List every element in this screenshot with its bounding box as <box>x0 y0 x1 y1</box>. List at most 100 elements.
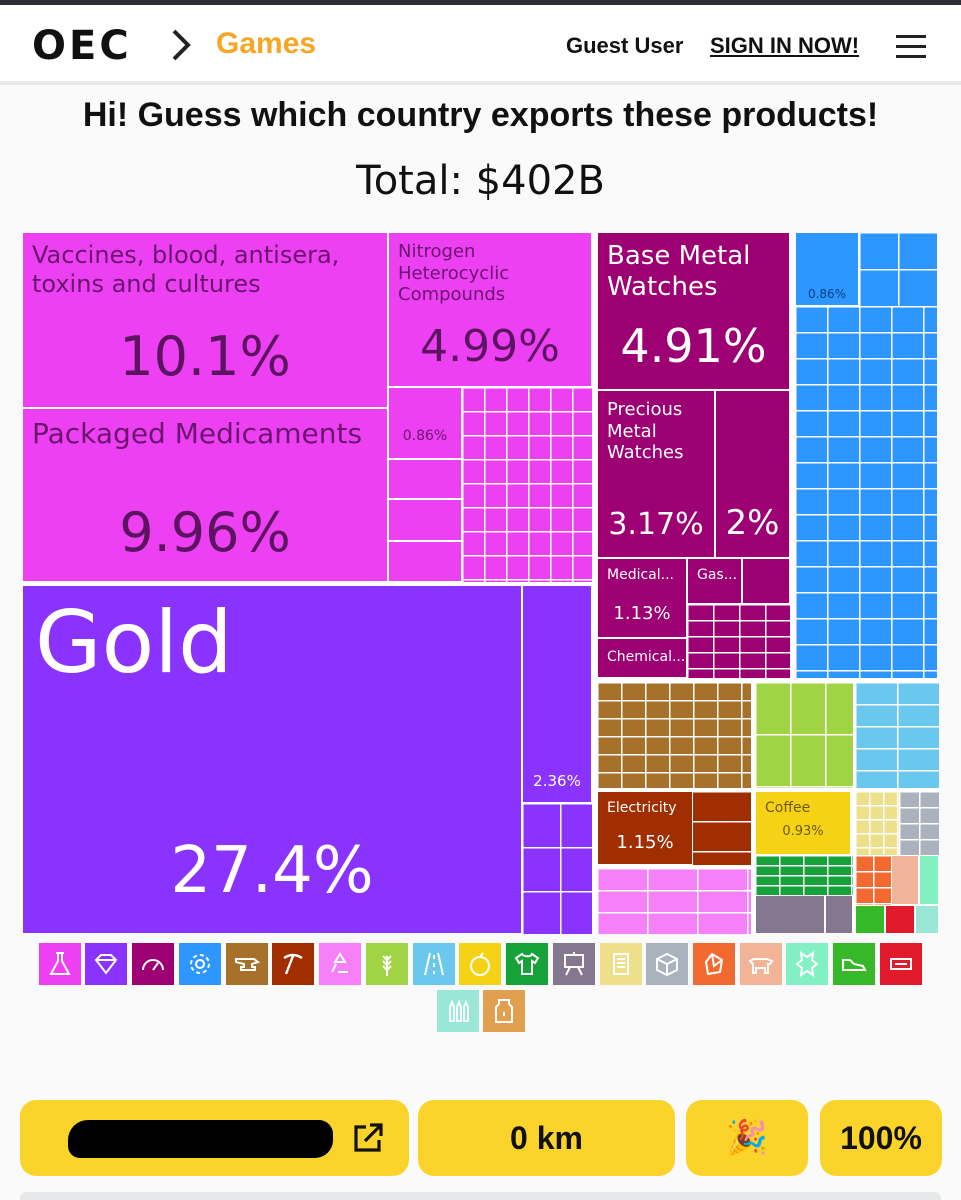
scroll-icon <box>613 953 629 975</box>
instr-grid <box>687 604 790 678</box>
metals-grid <box>597 682 751 788</box>
anvil-icon <box>235 958 261 971</box>
tile-packaged-medicaments[interactable]: Packaged Medicaments 9.96% <box>22 408 388 582</box>
textile-roll-icon <box>890 958 912 970</box>
misc-grid-a <box>899 791 939 855</box>
tile-electricity[interactable]: Electricity 1.15% <box>597 791 693 865</box>
textiles-grid <box>755 855 853 895</box>
minerals-grid <box>693 791 751 865</box>
shirt-icon <box>514 952 540 975</box>
minerals-legend[interactable] <box>272 943 314 985</box>
machines-grid <box>795 306 937 678</box>
machines-legend[interactable] <box>179 943 221 985</box>
foodstuffs-grid <box>855 791 899 855</box>
tile-gas[interactable]: Gas... <box>687 558 742 604</box>
flask-icon <box>49 952 71 975</box>
gear-icon <box>190 954 210 974</box>
tile-stone <box>891 855 919 905</box>
tile-misc-b <box>825 895 853 934</box>
textiles-legend[interactable] <box>506 943 548 985</box>
tile-vaccines[interactable]: Vaccines, blood, antisera, toxins and cu… <box>22 232 388 408</box>
tile-textile-red <box>885 905 915 934</box>
party-popper-icon: 🎉 <box>725 1119 769 1157</box>
hides-legend[interactable] <box>786 943 828 985</box>
tile-hides <box>919 855 939 905</box>
guess-input-button[interactable] <box>20 1100 409 1176</box>
oec-logo[interactable]: OEC <box>32 23 132 69</box>
user-name: Guest User <box>566 33 684 58</box>
textile-roll-legend[interactable] <box>880 943 922 985</box>
fruit-icon <box>470 952 490 976</box>
misc-metals-legend[interactable] <box>646 943 688 985</box>
ammo-icon <box>449 999 469 1022</box>
tile-gold-other[interactable]: 2.36% <box>522 585 592 803</box>
gauge-icon <box>142 959 164 971</box>
arms-legend[interactable] <box>437 990 479 1032</box>
chevron-right-icon <box>172 29 191 61</box>
tile-chemicals-small[interactable]: 0.86% <box>388 387 462 459</box>
tile-nitrogen-compounds[interactable]: Nitrogen Heterocyclic Compounds 4.99% <box>388 232 592 387</box>
animal-legend[interactable] <box>740 943 782 985</box>
machines-grid-top <box>859 232 937 306</box>
foodstuffs-legend[interactable] <box>459 943 501 985</box>
total-value: Total: $402B <box>356 158 605 204</box>
tile-chem-b <box>388 499 462 541</box>
recycled-legend[interactable] <box>319 943 361 985</box>
tile-misc-a <box>755 895 825 934</box>
tile-machines-small[interactable]: 0.86% <box>795 232 859 306</box>
tile-arms <box>915 905 939 934</box>
chem-grid <box>462 387 592 582</box>
plastics-grid <box>855 855 891 905</box>
page-title: Hi! Guess which country exports these pr… <box>82 96 879 134</box>
animal-products-legend[interactable] <box>483 990 525 1032</box>
bottom-panel-edge <box>20 1192 941 1200</box>
footwear-legend[interactable] <box>833 943 875 985</box>
vegetable-legend[interactable] <box>366 943 408 985</box>
external-link-icon[interactable] <box>348 1120 386 1158</box>
diamond-icon <box>94 954 118 975</box>
tile-precious-metal-watches[interactable]: Precious Metal Watches 3.17% <box>597 390 715 558</box>
chemicals-legend[interactable] <box>39 943 81 985</box>
tile-chemical[interactable]: Chemical... <box>597 638 687 678</box>
breadcrumb-games[interactable]: Games <box>216 27 317 60</box>
recycled-grid <box>597 868 751 934</box>
tile-chem-c <box>388 541 462 582</box>
misc-legend[interactable] <box>553 943 595 985</box>
paper-legend[interactable] <box>600 943 642 985</box>
tile-medical[interactable]: Medical... 1.13% <box>597 558 687 638</box>
hide-icon <box>795 950 819 978</box>
tile-base-metal-watches[interactable]: Base Metal Watches 4.91% <box>597 232 790 390</box>
metals-legend[interactable] <box>226 943 268 985</box>
treemap: Vaccines, blood, antisera, toxins and cu… <box>22 232 939 934</box>
pickaxe-icon <box>283 953 303 975</box>
wheat-icon <box>382 955 392 976</box>
recycle-icon <box>331 952 348 973</box>
stone-legend[interactable] <box>693 943 735 985</box>
transport-grid <box>855 682 939 788</box>
tile-watches-other[interactable]: 2% <box>715 390 790 558</box>
carton-icon <box>495 999 513 1023</box>
vegetable-grid <box>755 682 853 788</box>
instruments-legend[interactable] <box>132 943 174 985</box>
party-button[interactable]: 🎉 <box>686 1100 808 1176</box>
tile-instr-a <box>742 558 790 604</box>
sign-in-link[interactable]: SIGN IN NOW! <box>710 33 860 58</box>
percent-button[interactable]: 100% <box>820 1100 942 1176</box>
tile-chem-a <box>388 459 462 499</box>
tile-coffee[interactable]: Coffee 0.93% <box>755 791 851 855</box>
tile-footwear <box>855 905 885 934</box>
precious-metals-legend[interactable] <box>85 943 127 985</box>
precious-grid <box>522 803 592 934</box>
distance-button[interactable]: 0 km <box>418 1100 675 1176</box>
box-icon <box>656 952 678 977</box>
shoe-icon <box>842 959 867 971</box>
hamburger-menu-icon[interactable] <box>896 33 928 59</box>
top-bar <box>0 0 961 5</box>
easel-icon <box>564 952 584 976</box>
redacted-guess <box>68 1120 333 1158</box>
transport-legend[interactable] <box>413 943 455 985</box>
tile-gold[interactable]: Gold 27.4% <box>22 585 522 934</box>
gem-icon <box>704 952 724 976</box>
cow-icon <box>748 958 774 974</box>
road-icon <box>424 952 444 976</box>
